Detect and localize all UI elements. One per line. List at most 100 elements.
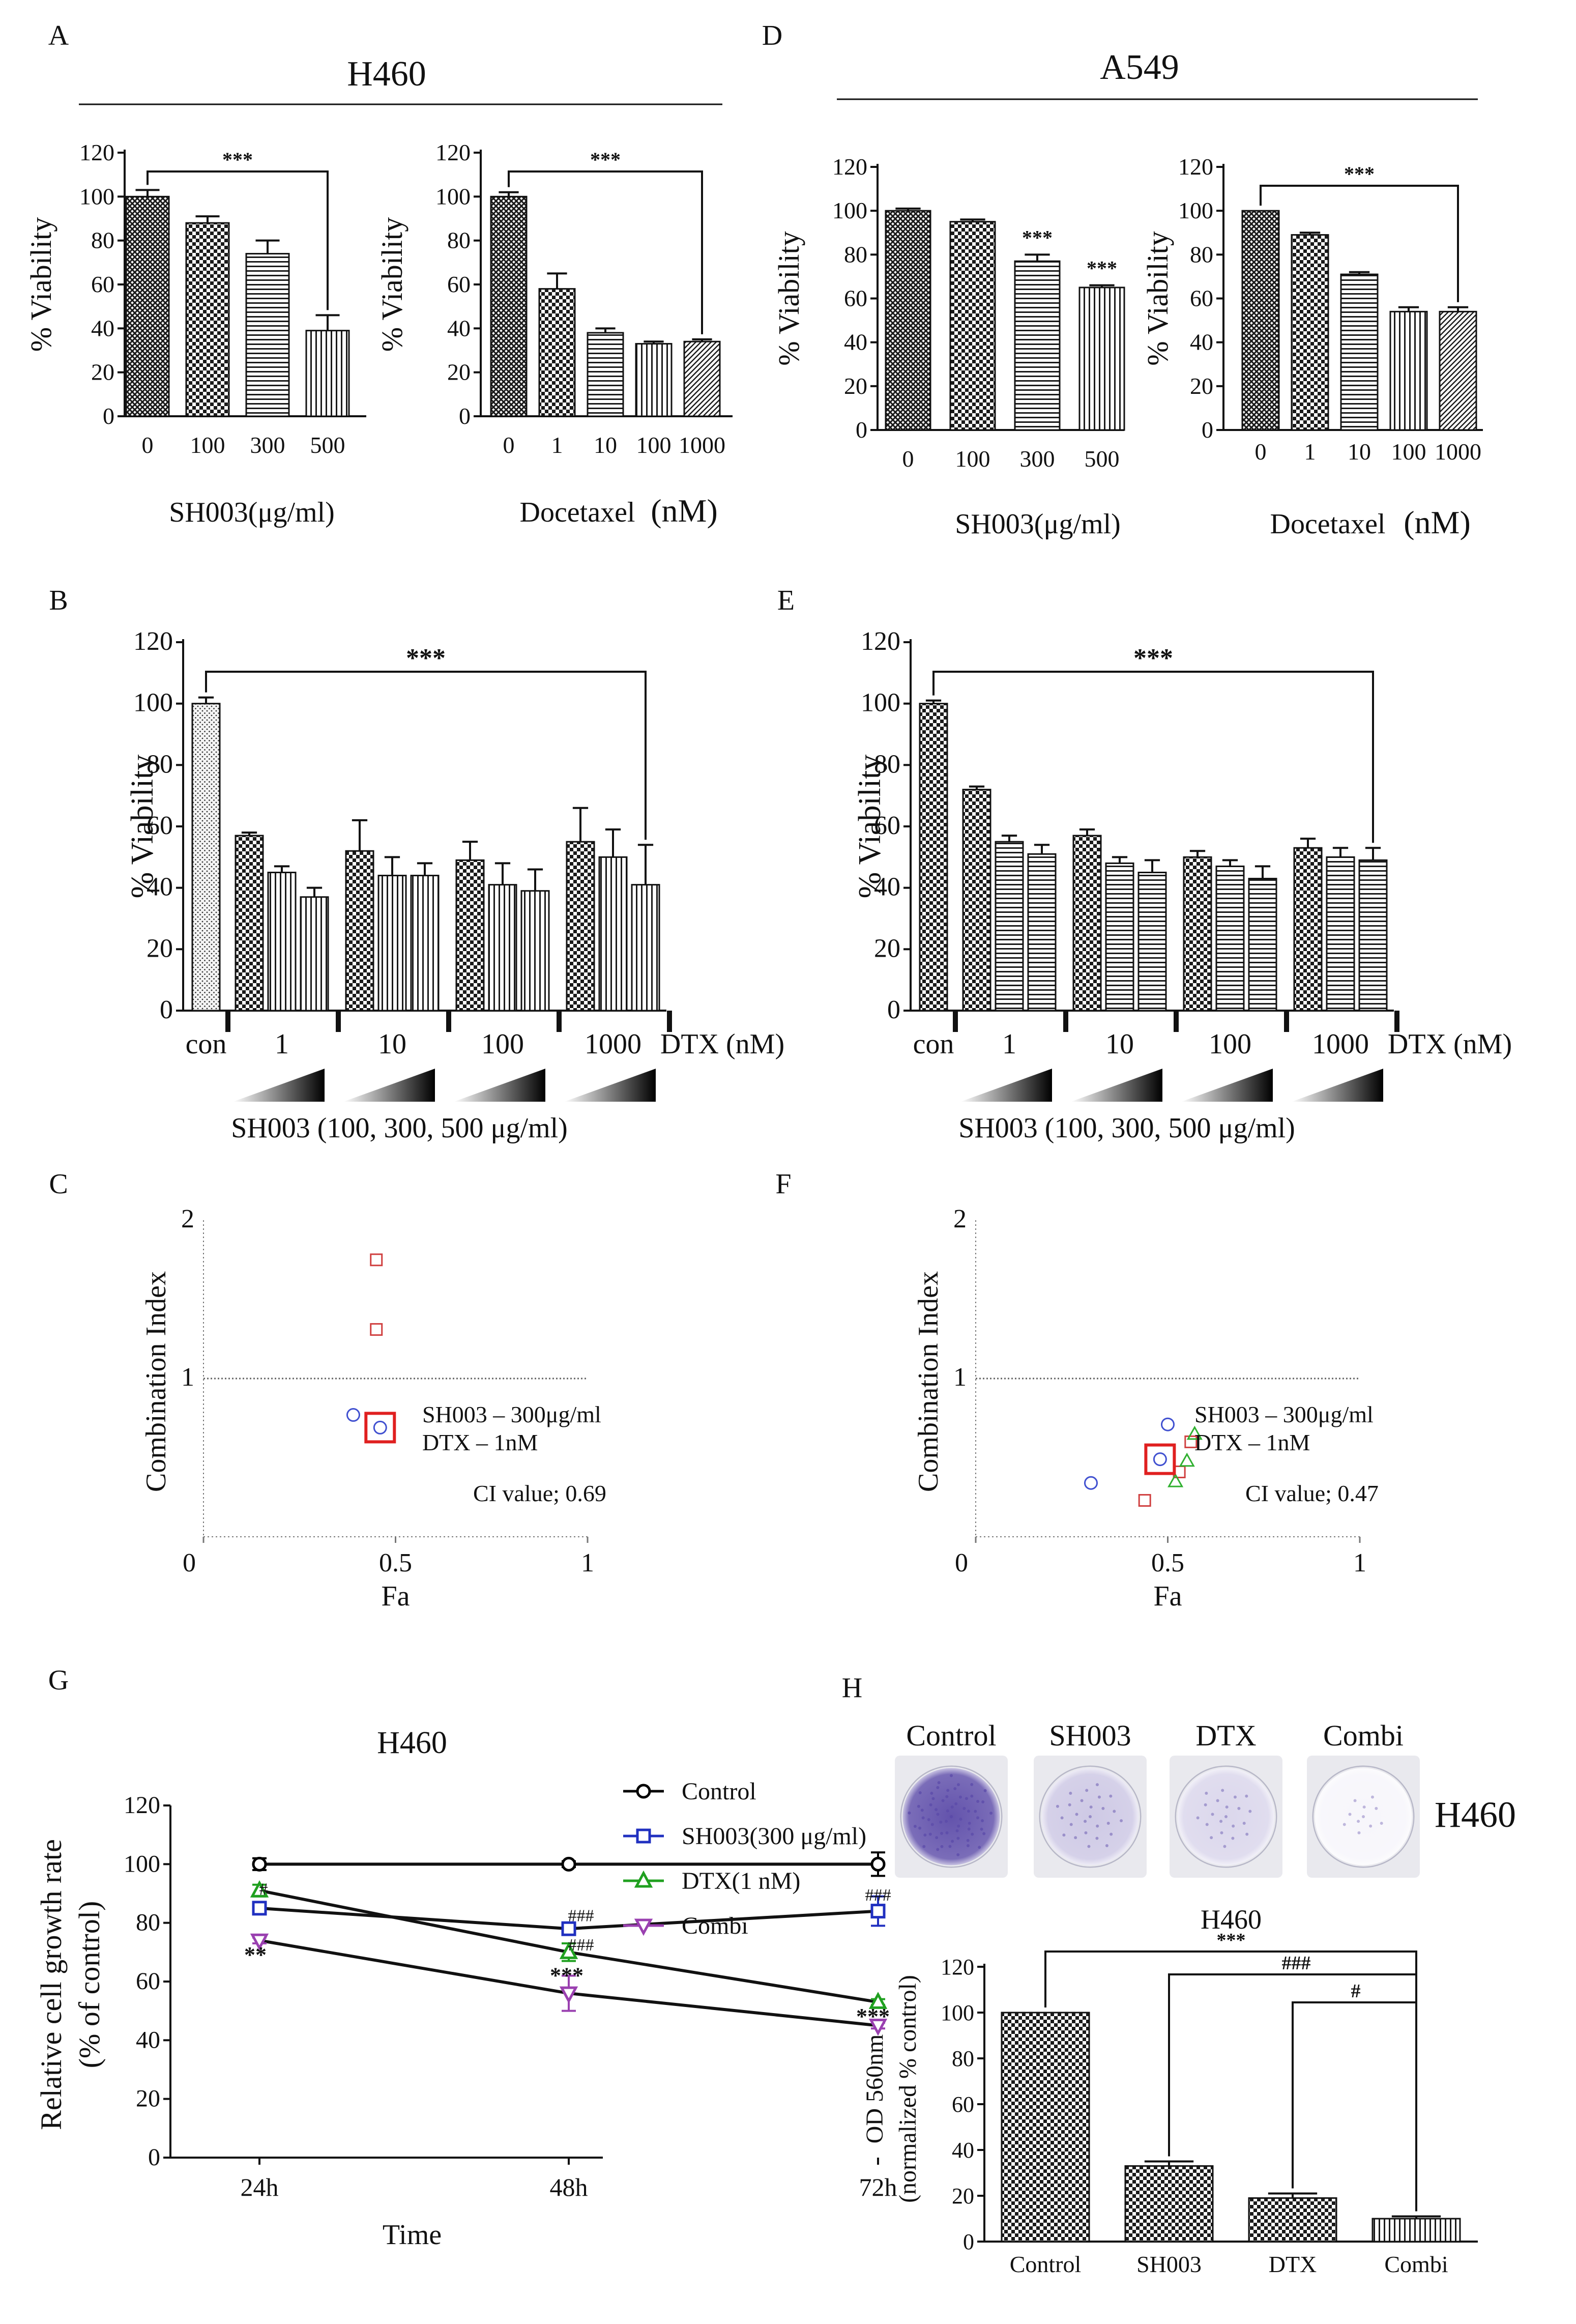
x-tick-label: 1: [1353, 1548, 1366, 1577]
y-tick-label: 0: [856, 417, 867, 443]
y-tick-label: 80: [952, 2046, 974, 2071]
colony-dot: [1219, 1820, 1223, 1823]
bar: [520, 890, 550, 1012]
colony-dot: [1248, 1810, 1252, 1813]
y-tick-label: 20: [844, 373, 867, 399]
colony-dot: [918, 1791, 922, 1795]
y-tick-label: 20: [91, 359, 114, 385]
plate-rim: [1040, 1767, 1140, 1867]
colony-dot: [1101, 1806, 1105, 1810]
ci-point-square: [370, 1323, 383, 1336]
y-tick-label: 40: [91, 315, 114, 341]
bar: [1293, 847, 1323, 1012]
panel-title: A549: [1100, 48, 1179, 87]
bar: [488, 884, 517, 1012]
y-tick-label: 0: [963, 2229, 974, 2254]
colony-dot: [956, 1853, 960, 1856]
y-axis-label: % Viability: [24, 217, 57, 352]
significance-label: ***: [1087, 257, 1117, 280]
significance-label: **: [244, 1942, 267, 1967]
ci-point-square: [1138, 1494, 1151, 1507]
ci-point-triangle: [1179, 1452, 1195, 1467]
y-tick-label: 60: [91, 271, 114, 297]
colony-dot: [921, 1816, 925, 1820]
plate-label: SH003: [1049, 1719, 1131, 1752]
significance-bracket: [508, 170, 703, 334]
bar: [949, 221, 996, 431]
bar: [1105, 862, 1134, 1012]
ci-annotation: SH003 – 300μg/ml: [1194, 1401, 1374, 1427]
y-tick-label: 0: [148, 2144, 160, 2171]
ci-annotation: DTX – 1nM: [422, 1429, 538, 1455]
colony-dot: [946, 1789, 950, 1792]
significance-bracket: [205, 671, 647, 840]
ci-point-circle: [1153, 1452, 1167, 1467]
y-tick-label: 80: [874, 750, 900, 779]
y-tick-label: 1: [953, 1363, 967, 1392]
group-separator-tick: [557, 1011, 562, 1032]
colony-dot: [951, 1840, 954, 1843]
series-marker: [868, 1992, 888, 2009]
bar: [455, 859, 485, 1012]
colony-dot: [1233, 1795, 1237, 1799]
bar: [345, 850, 374, 1012]
plate-label: Control: [906, 1719, 996, 1752]
colony-dot: [940, 1831, 943, 1835]
y-tick-label: 40: [447, 315, 471, 341]
colony-dot: [1087, 1845, 1091, 1848]
ci-point-circle: [1084, 1476, 1098, 1490]
plate-label: Combi: [1323, 1719, 1404, 1752]
x-tick-label: 100: [1391, 439, 1426, 465]
y-tick-label: 100: [861, 688, 900, 718]
y-tick-label: 60: [147, 811, 173, 840]
colony-dot: [954, 1802, 958, 1805]
x-tick-label: 1: [551, 432, 563, 458]
ci-point-square: [370, 1253, 383, 1267]
colony-dot: [1089, 1805, 1093, 1809]
significance-label: ***: [222, 148, 253, 171]
x-axis-label: SH003 (100, 300, 500 μg/ml): [958, 1112, 1295, 1144]
bar: [1027, 853, 1057, 1012]
legend-marker: [634, 1870, 653, 1888]
x-tick-label: 0: [1255, 439, 1267, 465]
significance-label: ***: [1133, 644, 1173, 673]
group-separator-tick: [225, 1011, 230, 1032]
x-tick-label: 500: [1085, 446, 1120, 472]
colony-dot: [1225, 1805, 1229, 1809]
colony-dot: [1056, 1804, 1059, 1808]
colony-dot: [955, 1829, 959, 1832]
y-tick-label: 20: [1190, 373, 1213, 399]
colony-dot: [980, 1827, 983, 1831]
y-tick-label: 40: [952, 2138, 974, 2163]
colony-dot: [981, 1819, 984, 1823]
colony-dot: [923, 1833, 927, 1837]
ci-point-circle: [373, 1420, 387, 1434]
colony-dot: [1375, 1806, 1378, 1810]
ci-highlight-box: [364, 1412, 396, 1444]
x-tick-label: DTX: [1269, 2251, 1317, 2277]
bar: [1072, 835, 1102, 1012]
colony-dot: [1085, 1789, 1089, 1792]
x-tick-label: 0.5: [379, 1548, 412, 1577]
x-axis-label: SH003 (100, 300, 500 μg/ml): [231, 1112, 568, 1144]
group-label: 100: [1209, 1028, 1251, 1060]
significance-bracket: [147, 170, 329, 310]
y-tick-label: 40: [1190, 329, 1213, 355]
bar: [598, 856, 628, 1012]
y-tick-label: 100: [1178, 197, 1213, 223]
bar: [683, 340, 721, 417]
group-label: 10: [378, 1028, 406, 1060]
bar: [919, 703, 948, 1012]
colony-dot: [1109, 1794, 1113, 1798]
colony-dot: [1105, 1844, 1108, 1848]
colony-dot: [978, 1846, 981, 1849]
colony-dot: [1069, 1791, 1072, 1795]
panel-letter: F: [775, 1168, 791, 1200]
x-axis-label: SH003(μg/ml): [169, 497, 335, 528]
colony-dot: [1216, 1799, 1219, 1802]
colony-dot: [968, 1822, 971, 1825]
significance-label: ###: [865, 1886, 891, 1905]
series-marker: [561, 1921, 576, 1936]
colony-dot: [936, 1786, 940, 1789]
colony-dot: [937, 1781, 941, 1785]
